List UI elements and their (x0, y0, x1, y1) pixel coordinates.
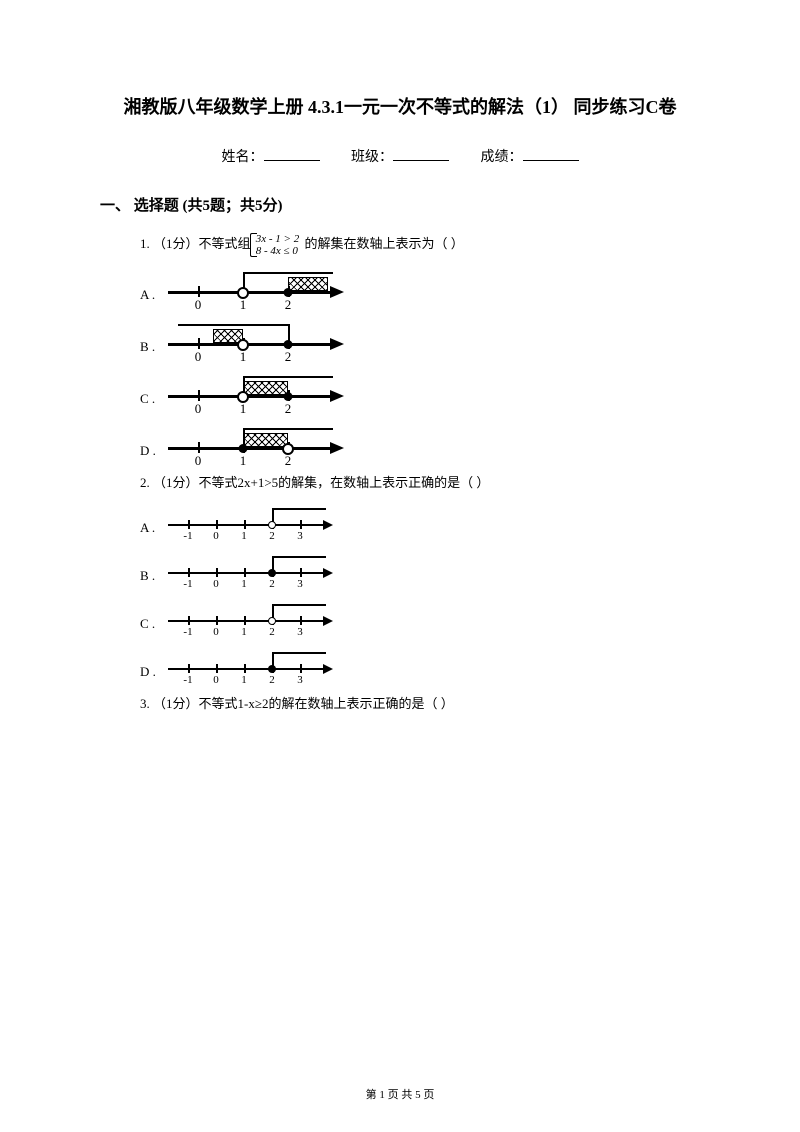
question-3: 3. （1分）不等式1‐x≥2的解在数轴上表示正确的是（ ） (100, 694, 700, 715)
document-title: 湘教版八年级数学上册 4.3.1一元一次不等式的解法（1） 同步练习C卷 (100, 90, 700, 124)
number-line: 012 (168, 265, 348, 309)
option-label: B . (140, 339, 168, 361)
q1-eq-line2: 8 - 4x ≤ 0 (256, 245, 299, 257)
q2-option-c: C .-10123 (140, 598, 700, 638)
q1-equation-system: 3x - 1 > 2 8 - 4x ≤ 0 (256, 233, 299, 257)
score-blank (523, 146, 579, 161)
section-1-header: 一、 选择题 (共5题；共5分) (100, 194, 700, 215)
number-line: 012 (168, 421, 348, 465)
option-label: D . (140, 664, 168, 686)
score-label: 成绩： (481, 150, 523, 165)
q1-prefix: 1. （1分）不等式组 (140, 236, 251, 251)
student-info-row: 姓名： 班级： 成绩： (100, 146, 700, 166)
q1-option-a: A .012 (140, 265, 700, 309)
q1-option-c: C .012 (140, 369, 700, 413)
option-label: A . (140, 287, 168, 309)
name-label: 姓名： (222, 150, 264, 165)
number-line: -10123 (168, 598, 338, 638)
name-blank (264, 146, 320, 161)
option-label: A . (140, 520, 168, 542)
number-line: -10123 (168, 502, 338, 542)
option-label: C . (140, 391, 168, 413)
q1-eq-line1: 3x - 1 > 2 (256, 233, 299, 245)
number-line: -10123 (168, 550, 338, 590)
q1-suffix: 的解集在数轴上表示为（ ） (304, 236, 463, 251)
question-2: 2. （1分）不等式2x+1>5的解集，在数轴上表示正确的是（ ） (100, 473, 700, 494)
option-label: C . (140, 616, 168, 638)
class-blank (393, 146, 449, 161)
q1-option-b: B .012 (140, 317, 700, 361)
q1-options: A .012B .012C .012D .012 (100, 265, 700, 465)
page-footer: 第 1 页 共 5 页 (0, 1086, 800, 1102)
q2-option-a: A .-10123 (140, 502, 700, 542)
number-line: -10123 (168, 646, 338, 686)
option-label: D . (140, 443, 168, 465)
option-label: B . (140, 568, 168, 590)
class-label: 班级： (351, 150, 393, 165)
question-1: 1. （1分）不等式组 3x - 1 > 2 8 - 4x ≤ 0 的解集在数轴… (100, 233, 700, 257)
q2-option-b: B .-10123 (140, 550, 700, 590)
q2-options: A .-10123B .-10123C .-10123D .-10123 (100, 502, 700, 686)
number-line: 012 (168, 317, 348, 361)
number-line: 012 (168, 369, 348, 413)
q2-option-d: D .-10123 (140, 646, 700, 686)
q1-option-d: D .012 (140, 421, 700, 465)
